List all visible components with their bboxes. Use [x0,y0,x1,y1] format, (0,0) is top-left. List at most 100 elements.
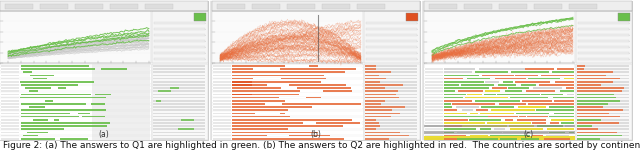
Bar [232,93,298,95]
Bar [29,90,38,92]
Bar [232,65,318,67]
Bar [577,71,629,73]
Bar [154,52,205,54]
Bar [1,65,19,67]
Bar [540,84,574,86]
Bar [153,90,205,92]
Bar [424,137,575,140]
Bar [544,138,570,140]
Bar [213,75,231,76]
Bar [213,116,231,117]
Bar [1,109,19,111]
Bar [0,106,151,108]
Bar [519,116,526,117]
Bar [425,100,443,101]
Bar [424,131,575,134]
Bar [520,84,536,86]
Bar [365,128,376,130]
Bar [618,13,630,21]
Bar [484,93,496,95]
Bar [365,84,403,86]
Bar [488,116,518,117]
Bar [577,135,622,136]
Bar [577,119,602,120]
Bar [365,119,417,120]
Bar [479,68,525,70]
Bar [0,87,151,89]
Bar [365,97,417,98]
Bar [213,128,231,130]
Bar [444,103,451,105]
Bar [365,106,406,108]
Bar [425,97,443,98]
Bar [577,103,607,105]
Bar [444,75,479,76]
Bar [212,131,363,134]
Bar [287,4,315,9]
Bar [551,119,574,120]
Bar [365,106,417,108]
Bar [365,132,417,133]
Bar [213,135,231,136]
Bar [425,106,443,108]
Bar [525,68,554,70]
Bar [365,97,399,98]
Bar [424,77,575,80]
Bar [212,90,363,93]
Bar [424,99,575,102]
Bar [462,109,473,111]
Bar [300,90,323,92]
Bar [23,71,32,73]
Bar [212,83,363,86]
Bar [576,11,632,63]
Bar [577,81,613,83]
Bar [365,100,385,101]
Bar [232,84,252,86]
Bar [365,84,417,86]
Bar [577,71,613,73]
Bar [357,4,385,9]
Bar [500,138,516,140]
Bar [425,122,443,124]
Bar [154,40,205,42]
Bar [232,138,344,140]
Bar [213,81,231,83]
Bar [365,71,390,73]
Bar [470,113,478,114]
Text: (a): (a) [99,130,109,139]
Bar [548,132,564,133]
Bar [212,87,363,89]
Bar [444,122,485,124]
Bar [577,128,629,130]
Bar [577,125,592,127]
Bar [1,106,19,108]
Bar [33,78,47,79]
Bar [232,87,351,89]
Bar [458,90,483,92]
Bar [564,78,574,79]
Bar [154,46,205,48]
Bar [458,132,502,133]
Bar [20,113,70,114]
Bar [444,71,472,73]
Bar [577,113,609,114]
Bar [527,78,559,79]
Bar [232,90,351,92]
Bar [153,122,205,124]
Bar [154,58,205,60]
Bar [515,81,550,83]
Bar [213,103,231,105]
Bar [20,97,106,98]
Bar [487,122,531,124]
Text: Figure 2: (a) The answers to Q1 are highlighted in green. (b) The answers to Q2 : Figure 2: (a) The answers to Q1 are high… [3,141,640,150]
Bar [153,125,205,127]
Bar [213,87,231,89]
Bar [425,125,443,127]
Bar [532,87,562,89]
Bar [252,4,280,9]
Bar [232,78,326,79]
Bar [213,100,231,101]
Bar [78,113,90,114]
Bar [0,134,151,137]
Bar [536,109,574,111]
